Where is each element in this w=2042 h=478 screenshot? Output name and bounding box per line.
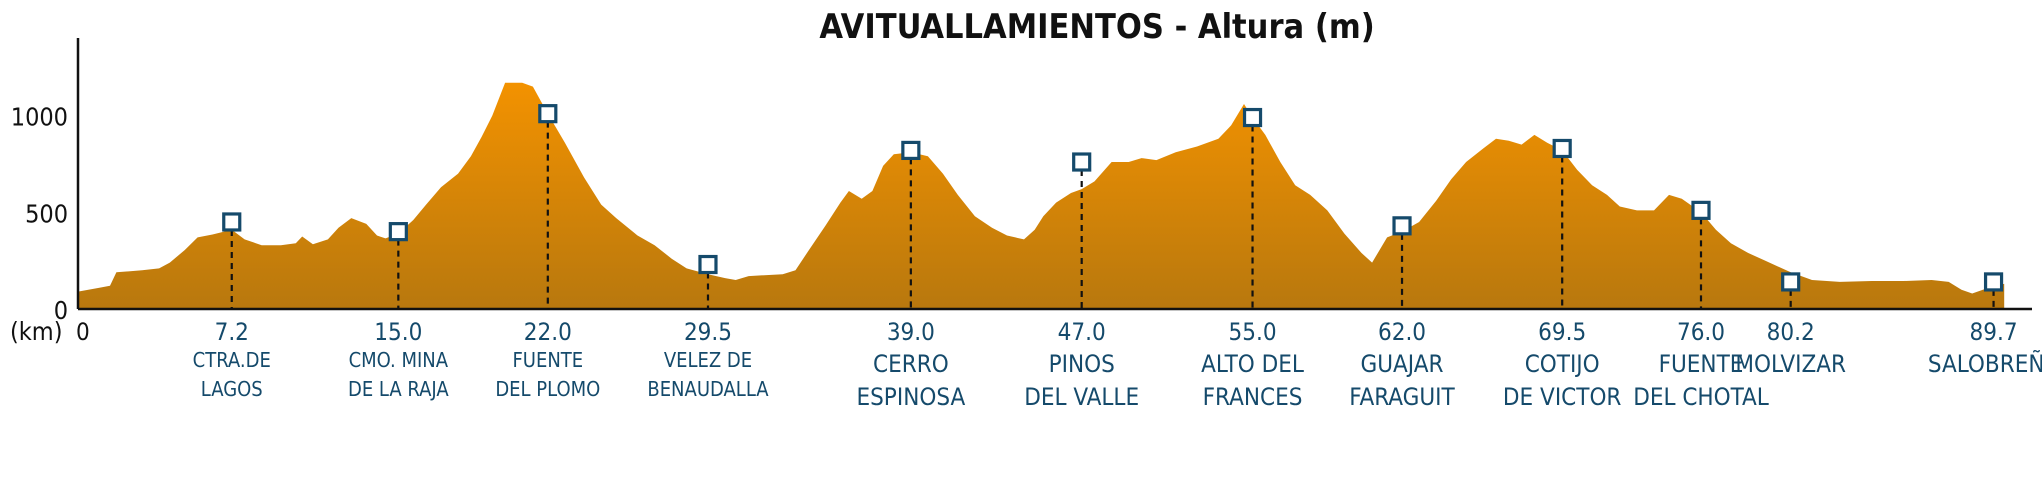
aid-station: 39.0 CERRO ESPINOSA: [856, 140, 965, 411]
aid-station-marker: [698, 254, 718, 275]
x-tick-label: 76.0: [1677, 318, 1725, 346]
aid-station-name: BENAUDALLA: [647, 377, 769, 401]
aid-station: 80.2 MOLVIZAR: [1735, 272, 1846, 378]
aid-station: 89.7SALOBREÑA: [1928, 272, 2042, 378]
aid-station-name: FARAGUIT: [1349, 383, 1455, 411]
x-tick-label: 62.0: [1378, 318, 1426, 346]
x-tick-label: 29.5: [684, 318, 732, 346]
aid-station: 62.0 GUAJAR FARAGUIT: [1349, 216, 1456, 411]
aid-station: 55.0 ALTO DEL FRANCES: [1201, 107, 1304, 411]
aid-station-marker: [388, 222, 408, 242]
aid-station-name: CERRO: [873, 350, 949, 378]
x-tick-label: 15.0: [374, 318, 422, 346]
aid-station-name: ESPINOSA: [856, 383, 965, 411]
aid-station-marker: [1392, 216, 1412, 236]
x-tick-label: 89.7: [1970, 318, 2018, 346]
chart-title: AVITUALLAMIENTOS - Altura (m): [819, 7, 1374, 47]
aid-station-name: FRANCES: [1203, 383, 1303, 411]
aid-station-marker: [1983, 272, 2004, 292]
y-tick-label: 1000: [11, 103, 68, 132]
aid-station-name: SALOBREÑA: [1928, 348, 2042, 378]
x-tick-label: 69.5: [1538, 318, 1586, 346]
x-origin-label: 0: [76, 318, 90, 346]
aid-station-name: LAGOS: [201, 377, 263, 401]
aid-station-marker: [538, 104, 558, 124]
aid-station-marker: [1781, 272, 1801, 292]
aid-station-name: PINOS: [1049, 350, 1115, 378]
aid-station: 69.5 COTIJO DE VICTOR: [1503, 138, 1622, 411]
aid-station-name: DE LA RAJA: [348, 377, 449, 401]
x-tick-label: 7.2: [215, 318, 249, 346]
aid-station-marker: [1072, 152, 1092, 172]
aid-station-marker: [1552, 138, 1572, 159]
aid-station-name: CMO. MINA: [349, 348, 449, 372]
x-tick-label: 39.0: [887, 318, 935, 346]
aid-station-name: DE VICTOR: [1503, 383, 1622, 411]
y-tick-label: 500: [25, 199, 68, 228]
aid-station: 47.0 PINOS DEL VALLE: [1024, 152, 1139, 411]
aid-station-marker: [1242, 107, 1263, 128]
aid-station-name: CTRA.DE: [193, 348, 271, 372]
aid-station-marker: [1691, 200, 1711, 220]
aid-station-name: FUENTE: [1659, 350, 1744, 378]
y-tick-label: 0: [54, 296, 68, 325]
aid-station-marker: [222, 212, 242, 232]
x-tick-label: 55.0: [1229, 318, 1277, 346]
aid-station-name: VELEZ DE: [664, 348, 752, 372]
aid-station-name: MOLVIZAR: [1735, 350, 1846, 378]
aid-station: 76.0 FUENTE DEL CHOTAL: [1633, 200, 1769, 411]
aid-station-name: FUENTE: [512, 348, 583, 372]
aid-station-marker: [901, 140, 921, 161]
y-axis: 0 500 1000: [11, 38, 80, 325]
elevation-area: [78, 82, 2005, 309]
aid-station-name: DEL CHOTAL: [1633, 383, 1769, 411]
x-tick-label: 80.2: [1767, 318, 1815, 346]
aid-station-name: DEL VALLE: [1024, 383, 1139, 411]
aid-station-name: COTIJO: [1525, 350, 1600, 378]
aid-station-name: DEL PLOMO: [495, 377, 600, 401]
x-axis-unit-label: (km): [10, 317, 63, 346]
x-tick-label: 47.0: [1058, 318, 1106, 346]
aid-station-name: ALTO DEL: [1201, 350, 1304, 378]
aid-station-name: GUAJAR: [1361, 350, 1444, 378]
x-tick-label: 22.0: [524, 318, 572, 346]
